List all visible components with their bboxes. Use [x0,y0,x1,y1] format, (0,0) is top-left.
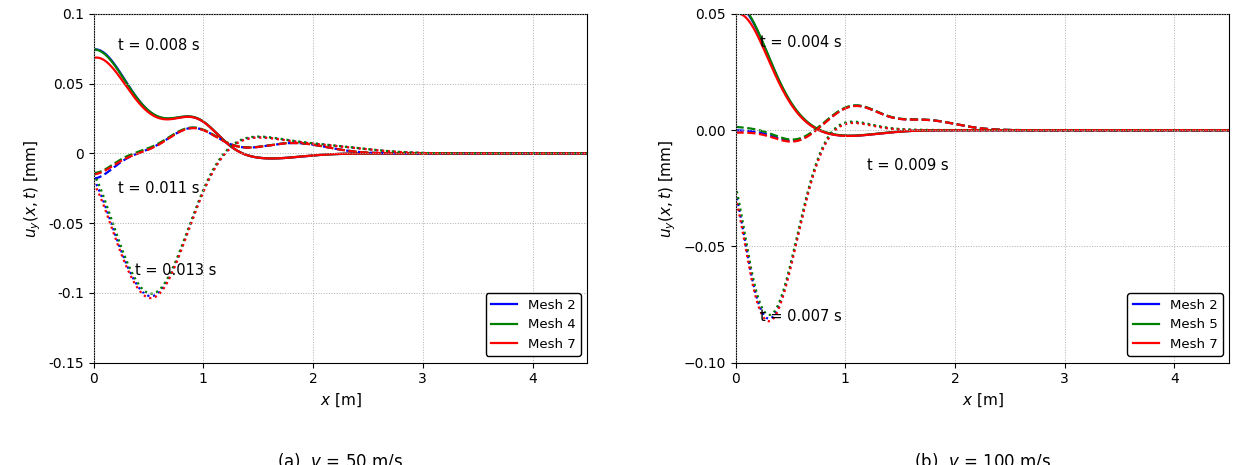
Text: t = 0.011 s: t = 0.011 s [117,180,200,195]
Y-axis label: $u_y(x,t)$ [mm]: $u_y(x,t)$ [mm] [22,139,42,238]
Legend: Mesh 2, Mesh 4, Mesh 7: Mesh 2, Mesh 4, Mesh 7 [485,293,580,356]
Text: (a)  $v$ = 50 m/s: (a) $v$ = 50 m/s [277,452,403,465]
X-axis label: $x$ [m]: $x$ [m] [961,392,1003,409]
X-axis label: $x$ [m]: $x$ [m] [319,392,362,409]
Text: t = 0.013 s: t = 0.013 s [135,263,217,278]
Text: t = 0.007 s: t = 0.007 s [760,309,841,324]
Text: t = 0.008 s: t = 0.008 s [117,38,200,53]
Text: (b)  $v$ = 100 m/s: (b) $v$ = 100 m/s [914,452,1051,465]
Text: t = 0.004 s: t = 0.004 s [760,34,841,49]
Y-axis label: $u_y(x,t)$ [mm]: $u_y(x,t)$ [mm] [658,139,678,238]
Legend: Mesh 2, Mesh 5, Mesh 7: Mesh 2, Mesh 5, Mesh 7 [1127,293,1223,356]
Text: t = 0.009 s: t = 0.009 s [867,158,948,173]
